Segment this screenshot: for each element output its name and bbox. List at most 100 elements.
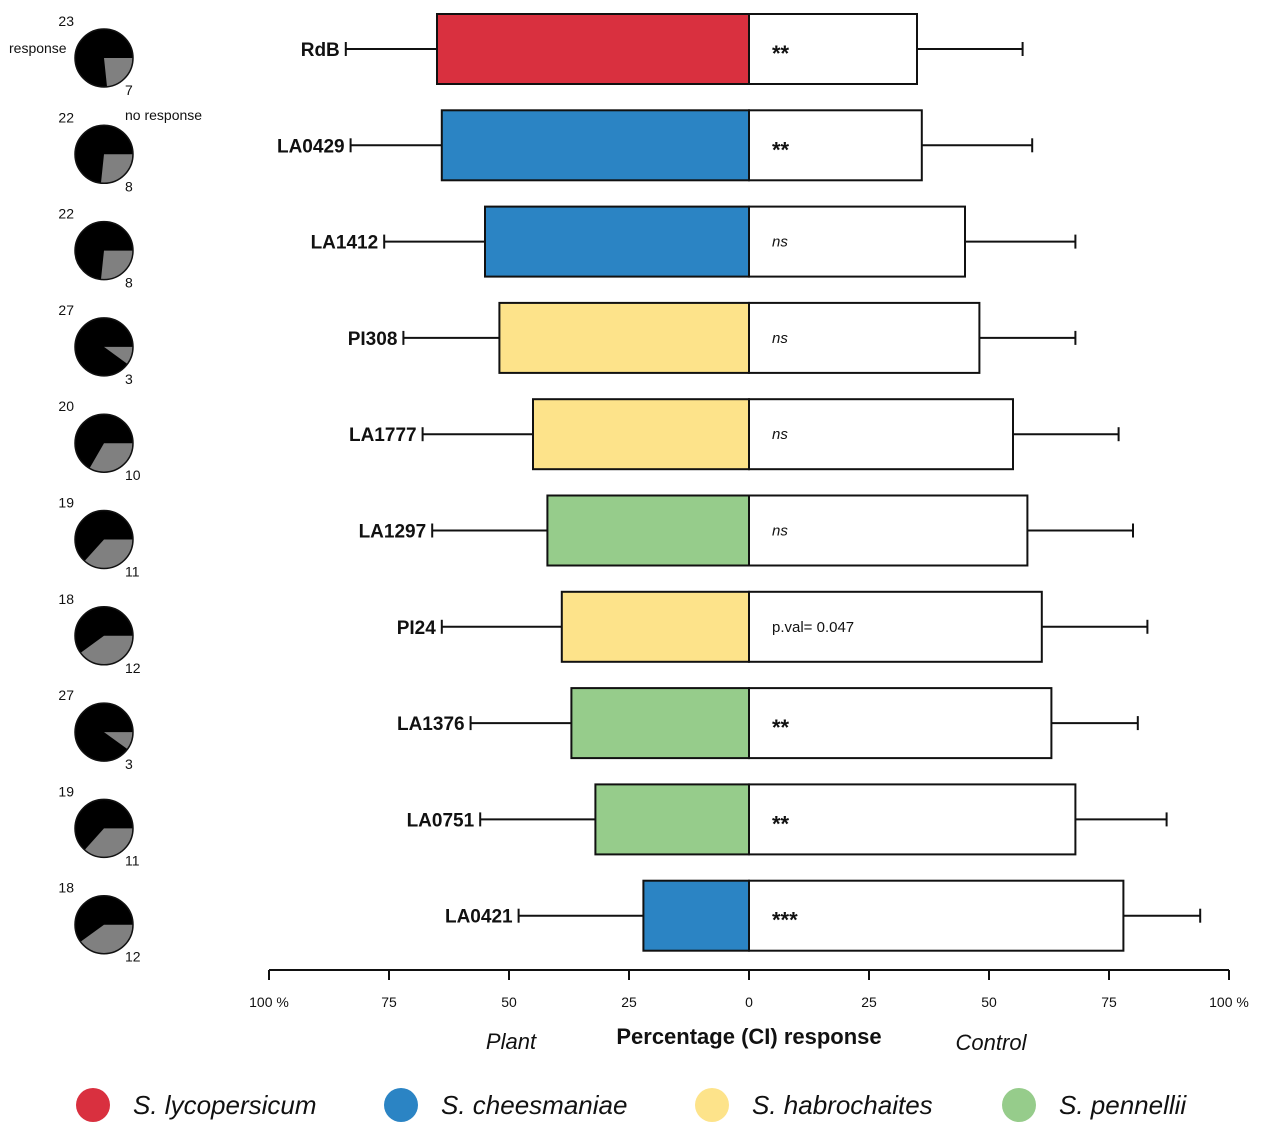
row-label: LA0751 (407, 810, 475, 831)
significance-label: ns (772, 234, 788, 251)
bar-control (748, 590, 1043, 663)
row-label: LA1376 (397, 714, 465, 735)
bar-control (748, 301, 981, 374)
significance-label: ns (772, 426, 788, 443)
significance-label: p.val= 0.047 (772, 619, 854, 636)
pie-response-count: 22 (58, 109, 74, 125)
legend: S. lycopersicum S. cheesmaniae S. habrocha… (76, 1088, 1187, 1122)
pie-response-count: 20 (58, 398, 74, 414)
pie-no-response-count: 12 (125, 660, 141, 676)
pie-response-count: 18 (58, 591, 74, 607)
bar-plant (498, 301, 750, 374)
pie-response-count: 19 (58, 783, 74, 799)
significance-label: ** (772, 715, 790, 740)
x-tick-label: 25 (861, 994, 877, 1010)
pie-no-response-slice (84, 539, 133, 569)
bar-control (748, 13, 918, 85)
pie-outline (74, 124, 134, 185)
x-tick-label: 0 (745, 994, 753, 1010)
x-tick-label: 100 % (1209, 994, 1249, 1010)
row-label: PI24 (397, 618, 437, 639)
row-label: RdB (301, 40, 340, 61)
bar-plant (532, 398, 750, 471)
pie-legend-no-response: no response (125, 107, 202, 123)
bar-control (748, 109, 923, 182)
legend-label: S. lycopersicum (133, 1090, 317, 1120)
x-tick-label: 75 (381, 994, 397, 1010)
pie-response-count: 19 (58, 495, 74, 511)
bar-plant (440, 109, 750, 182)
significance-label: ns (772, 523, 788, 540)
bar-plant (484, 205, 750, 278)
significance-label: ns (772, 330, 788, 347)
pie-no-response-count: 3 (125, 371, 133, 387)
pie-response-count: 27 (58, 302, 74, 318)
x-tick-label: 50 (981, 994, 997, 1010)
pie-outline (74, 509, 134, 570)
pie-outline (74, 413, 134, 473)
legend-label: S. habrochaites (752, 1090, 933, 1120)
pie-no-response-slice (104, 58, 133, 87)
significance-label: *** (772, 908, 798, 933)
row-label: LA0429 (277, 136, 345, 157)
legend-swatch (384, 1088, 418, 1122)
bar-plant (570, 687, 751, 760)
pie-response-count: 27 (58, 687, 74, 703)
pie-no-response-slice (100, 250, 133, 280)
bar-plant (436, 13, 750, 85)
pie-no-response-count: 12 (125, 949, 141, 965)
pie-response-count: 22 (58, 206, 74, 222)
side-label-plant: Plant (486, 1029, 537, 1054)
pie-outline (74, 317, 134, 377)
x-tick-label: 25 (621, 994, 637, 1010)
row-label: LA1412 (311, 233, 379, 254)
bar-control (748, 398, 1014, 471)
pie-no-response-slice (104, 346, 133, 364)
significance-label: ** (772, 811, 790, 836)
bar-plant (546, 494, 751, 567)
bar-rows: RdB ** LA0429 ** LA1412 ns PI308 ns LA1777 ns LA12… (277, 13, 1202, 952)
bar-control (748, 494, 1029, 567)
side-label-control: Control (956, 1030, 1028, 1055)
x-axis-title: Percentage (CI) response (616, 1024, 881, 1049)
significance-label: ** (772, 41, 790, 66)
x-axis: 100 % 75 50 25 0 25 50 75 100 % (249, 969, 1249, 1010)
bar-plant (642, 879, 751, 952)
pie-charts: 23 7 response no response 22 8 22 8 27 3 20 10 19 11 1… (9, 13, 202, 965)
x-tick-label: 50 (501, 994, 517, 1010)
pie-no-response-slice (84, 828, 133, 858)
pie-no-response-slice (80, 924, 133, 954)
significance-label: ** (772, 137, 790, 162)
pie-outline (74, 220, 134, 281)
bar-plant (594, 783, 751, 856)
pie-no-response-slice (80, 635, 133, 665)
pie-no-response-count: 10 (125, 467, 141, 483)
pie-no-response-count: 8 (125, 178, 133, 194)
legend-swatch (695, 1088, 729, 1122)
pie-outline (74, 28, 134, 88)
pie-response-count: 18 (58, 880, 74, 896)
bar-control (748, 205, 966, 278)
bar-plant (560, 590, 750, 663)
pie-outline (74, 606, 134, 666)
legend-swatch (1002, 1088, 1036, 1122)
pie-no-response-count: 11 (125, 564, 140, 580)
bar-control (748, 879, 1125, 952)
row-label: LA1297 (359, 522, 427, 543)
row-label: PI308 (348, 329, 398, 350)
pie-response-count: 23 (58, 13, 74, 29)
pie-outline (74, 798, 134, 859)
pie-outline (74, 702, 134, 762)
row-label: LA0421 (445, 907, 513, 928)
pie-legend-response: response (9, 40, 67, 56)
pie-outline (74, 894, 134, 955)
pie-no-response-count: 8 (125, 275, 133, 291)
x-tick-label: 100 % (249, 994, 289, 1010)
pie-no-response-count: 3 (125, 756, 133, 772)
x-tick-label: 75 (1101, 994, 1117, 1010)
bar-control (748, 687, 1053, 760)
legend-label: S. cheesmaniae (441, 1090, 627, 1120)
legend-label: S. pennellii (1059, 1090, 1187, 1120)
bar-control (748, 783, 1077, 856)
